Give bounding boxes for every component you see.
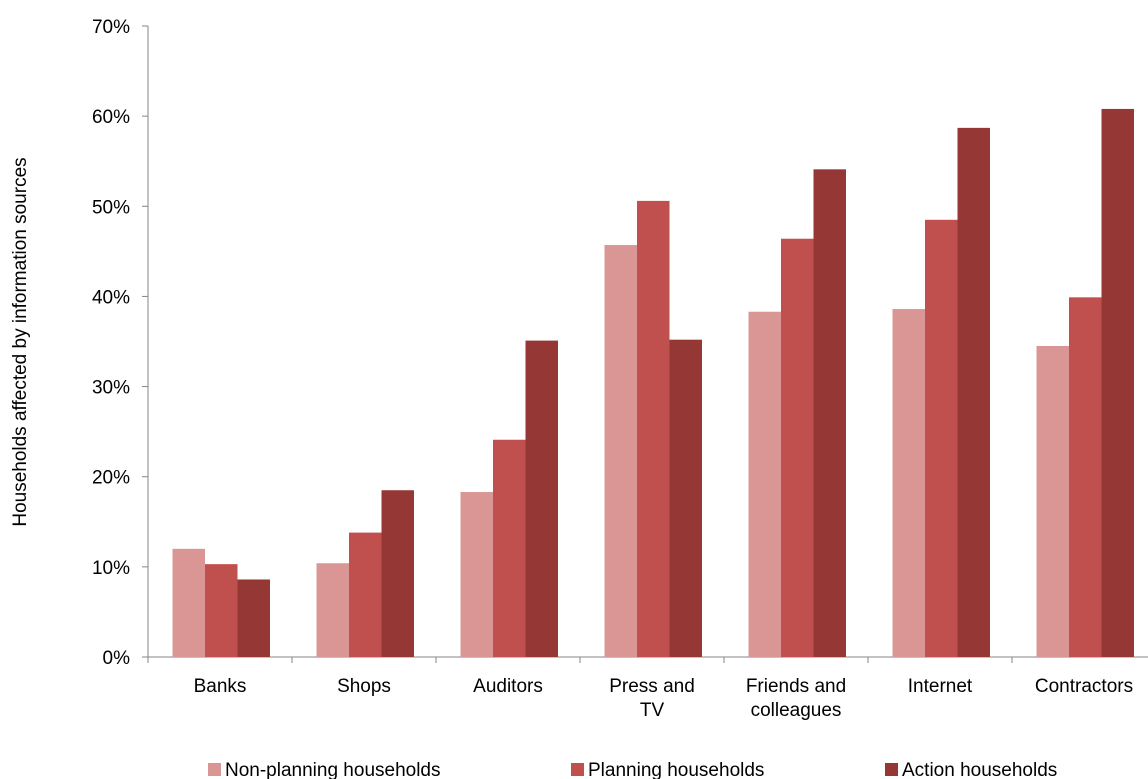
bar bbox=[925, 219, 958, 658]
bar bbox=[748, 311, 781, 657]
x-axis: Banks Shops Auditors Press and TV Friends and… bbox=[147, 656, 1148, 721]
y-tick-label: 20% bbox=[92, 468, 130, 489]
y-axis-title: Households affected by information sourc… bbox=[10, 157, 31, 526]
x-tick-label: Friends and colleagues bbox=[746, 676, 846, 721]
legend-label: Non-planning households bbox=[225, 760, 441, 779]
x-tick-label: Contractors bbox=[1035, 676, 1133, 697]
x-tick-label: Internet bbox=[908, 676, 973, 697]
y-axis: 0% 10% 20% 30% 40% 50% 60% 70% bbox=[92, 17, 149, 669]
x-tick-label: Auditors bbox=[473, 676, 543, 697]
bar bbox=[493, 439, 526, 657]
bar bbox=[525, 340, 558, 657]
y-tick-label: 0% bbox=[103, 648, 131, 669]
legend-swatch bbox=[208, 763, 221, 776]
bar bbox=[669, 339, 702, 657]
bar bbox=[604, 245, 637, 657]
y-tick-label: 50% bbox=[92, 197, 130, 218]
legend: Non-planning households Planning househol… bbox=[208, 760, 1057, 779]
legend-swatch bbox=[885, 763, 898, 776]
y-tick-label: 10% bbox=[92, 558, 130, 579]
bar bbox=[349, 532, 382, 657]
y-tick-label: 40% bbox=[92, 287, 130, 308]
legend-label: Action households bbox=[902, 760, 1057, 779]
bar bbox=[1036, 346, 1069, 657]
bar bbox=[957, 127, 990, 657]
bar bbox=[781, 238, 814, 658]
bars bbox=[172, 108, 1134, 658]
bar bbox=[237, 579, 270, 657]
legend-label: Planning households bbox=[588, 760, 764, 779]
x-tick-label: Shops bbox=[337, 676, 391, 697]
y-tick-label: 60% bbox=[92, 107, 130, 128]
bar bbox=[637, 200, 670, 657]
bar bbox=[892, 309, 925, 657]
bar bbox=[813, 169, 846, 657]
y-tick-label: 70% bbox=[92, 17, 130, 38]
y-tick-label: 30% bbox=[92, 378, 130, 399]
bar bbox=[205, 564, 238, 657]
bar bbox=[1069, 297, 1102, 657]
bar bbox=[460, 492, 493, 657]
bar bbox=[172, 548, 205, 657]
bar bbox=[381, 490, 414, 657]
x-tick-label: Banks bbox=[194, 676, 247, 697]
bar bbox=[316, 563, 349, 657]
x-tick-label: Press and TV bbox=[609, 676, 695, 721]
legend-swatch bbox=[571, 763, 584, 776]
bar bbox=[1101, 108, 1134, 658]
